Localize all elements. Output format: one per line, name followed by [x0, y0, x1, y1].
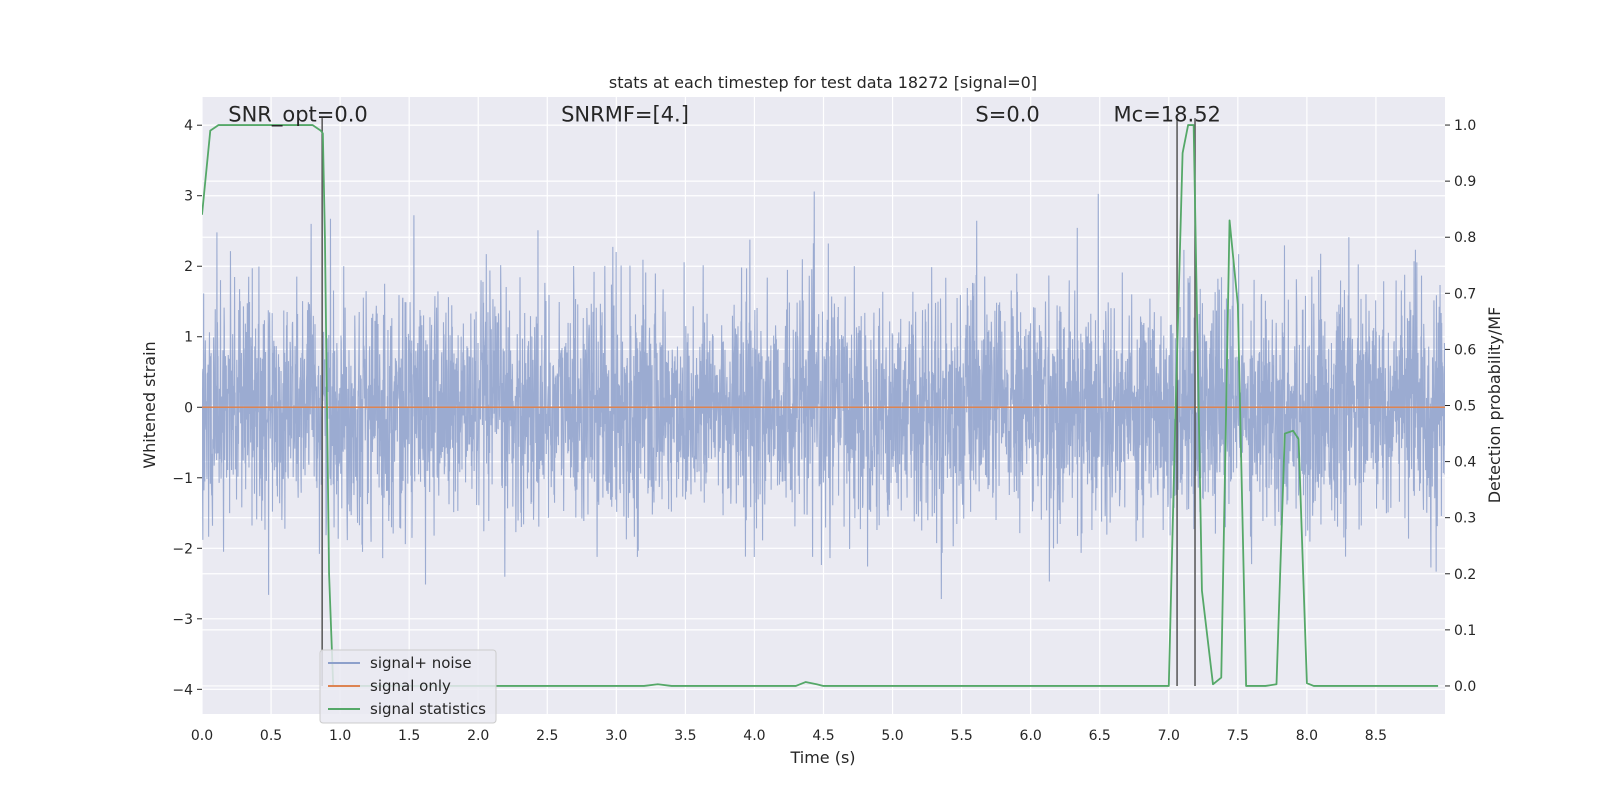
x-tick-label: 8.5 — [1365, 728, 1387, 744]
y-right-tick-label: 0.8 — [1454, 230, 1476, 246]
annotation-s-value: S=0.0 — [975, 103, 1039, 127]
chart-title: stats at each timestep for test data 182… — [609, 73, 1037, 92]
legend-label-signal-noise: signal+ noise — [370, 654, 472, 672]
x-tick-label: 7.0 — [1158, 728, 1180, 744]
x-tick-label: 0.0 — [191, 728, 213, 744]
legend-label-signal-statistics: signal statistics — [370, 700, 486, 718]
y-axis-right: 0.0 0.1 0.2 0.3 0.4 0.5 0.6 0.7 0.8 0.9 1.0 — [1445, 118, 1476, 695]
y-right-tick-label: 0.6 — [1454, 342, 1476, 358]
annotation-mc-value: Mc=18.52 — [1114, 103, 1221, 127]
x-tick-label: 2.5 — [536, 728, 558, 744]
x-tick-label: 2.0 — [467, 728, 489, 744]
annotation-snr-mf: SNRMF=[4.] — [561, 103, 689, 127]
y-axis-right-label: Detection probability/MF — [1485, 307, 1504, 504]
x-tick-label: 7.5 — [1227, 728, 1249, 744]
y-axis-left: −4 −3 −2 −1 0 1 2 3 4 — [172, 118, 202, 698]
x-tick-label: 1.5 — [398, 728, 420, 744]
y-tick-label: 0 — [184, 400, 193, 416]
x-tick-label: 4.5 — [812, 728, 834, 744]
y-tick-label: 4 — [184, 118, 193, 134]
y-right-tick-label: 0.1 — [1454, 623, 1476, 639]
y-tick-label: 3 — [184, 189, 193, 205]
y-tick-label: −4 — [172, 682, 193, 698]
y-tick-label: −1 — [172, 471, 193, 487]
legend-box — [319, 649, 497, 724]
y-right-tick-label: 0.4 — [1454, 455, 1476, 471]
y-tick-label: −2 — [172, 541, 193, 557]
x-tick-label: 3.0 — [605, 728, 627, 744]
y-right-tick-label: 0.5 — [1454, 399, 1476, 415]
y-right-tick-label: 1.0 — [1454, 118, 1476, 134]
x-tick-label: 6.0 — [1020, 728, 1042, 744]
annotation-snr-opt: SNR_opt=0.0 — [228, 103, 368, 128]
x-tick-label: 0.5 — [260, 728, 282, 744]
series-signal-noise — [202, 191, 1445, 599]
y-right-tick-label: 0.7 — [1454, 286, 1476, 302]
x-tick-label: 3.5 — [674, 728, 696, 744]
x-tick-label: 5.0 — [881, 728, 903, 744]
y-right-tick-label: 0.9 — [1454, 174, 1476, 190]
x-axis: 0.0 0.5 1.0 1.5 2.0 2.5 3.0 3.5 4.0 4.5 5.0 5.5 6.0 6… — [191, 728, 1387, 744]
y-right-tick-label: 0.0 — [1454, 679, 1476, 695]
x-tick-label: 1.0 — [329, 728, 351, 744]
legend: signal+ noise signal only signal statist… — [319, 649, 497, 724]
x-tick-label: 5.5 — [950, 728, 972, 744]
annotations: SNR_opt=0.0 SNRMF=[4.] S=0.0 Mc=18.52 — [228, 103, 1221, 128]
y-tick-label: 2 — [184, 259, 193, 275]
y-tick-label: −3 — [172, 612, 193, 628]
legend-label-signal-only: signal only — [370, 677, 451, 695]
y-right-tick-label: 0.3 — [1454, 511, 1476, 527]
y-right-tick-label: 0.2 — [1454, 567, 1476, 583]
series-signal-statistics — [202, 124, 1439, 687]
x-tick-label: 6.5 — [1089, 728, 1111, 744]
x-tick-label: 8.0 — [1296, 728, 1318, 744]
y-tick-label: 1 — [184, 330, 193, 346]
x-axis-label: Time (s) — [789, 748, 855, 767]
plot-area — [202, 118, 1445, 687]
y-axis-label: Whitened strain — [140, 341, 159, 468]
x-tick-label: 4.0 — [743, 728, 765, 744]
